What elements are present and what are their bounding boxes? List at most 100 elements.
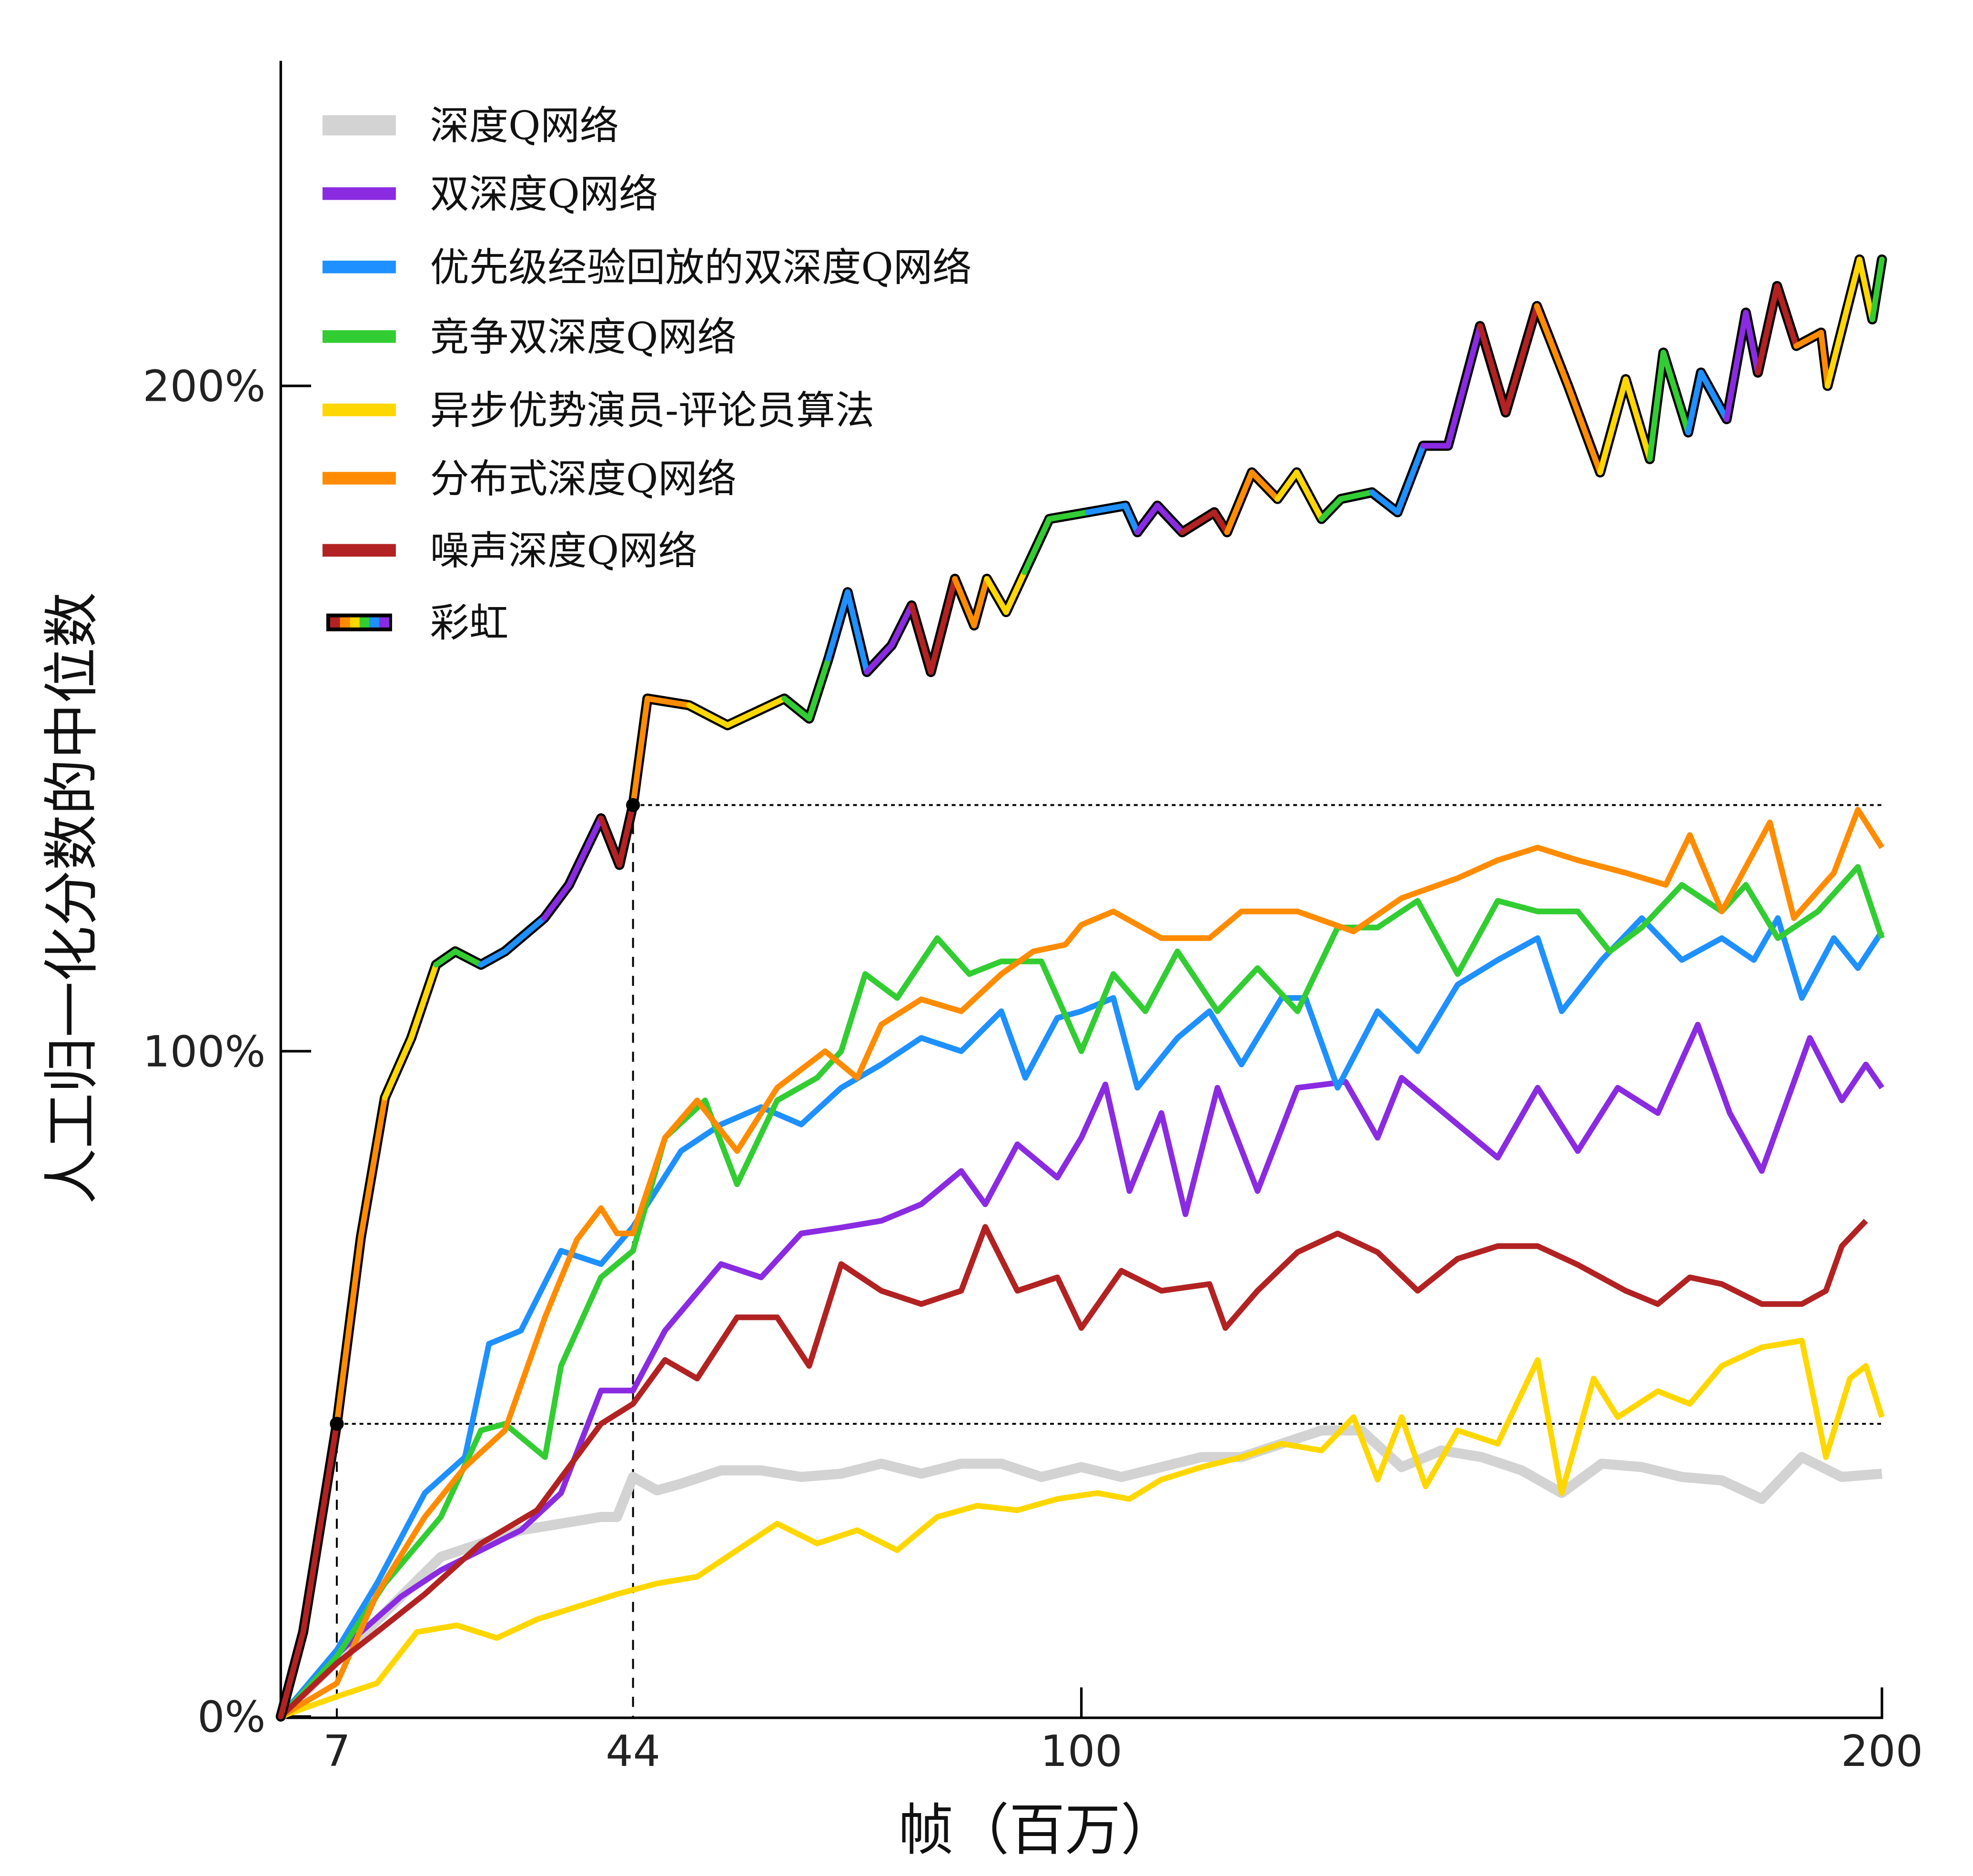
rainbow-line-segment [1046, 509, 1091, 522]
rainbow-line-segment [1179, 509, 1217, 535]
series-line-5 [279, 807, 1884, 1719]
rainbow-line-segment [644, 696, 692, 708]
rainbow-line-segment [1154, 503, 1185, 535]
rainbow-line-segment [502, 915, 547, 954]
rainbow-line-segment [1856, 256, 1875, 323]
rainbow-line-segment [1275, 469, 1300, 502]
rainbow-line-segment [1743, 310, 1761, 375]
rainbow-line-segment [1477, 323, 1509, 416]
rainbow-line-segment [1698, 369, 1730, 422]
rainbow-line-segment [408, 962, 439, 1041]
rainbow-line-segment [1774, 283, 1800, 349]
rainbow-line-segment [1723, 310, 1749, 422]
rainbow-line-segment [1565, 383, 1603, 476]
rainbow-line-segment [1022, 516, 1052, 575]
x-axis-title: 帧（百万） [898, 1798, 1176, 1863]
series-line-6 [279, 1218, 1868, 1719]
legend-label: 竞争双深度Q网络 [430, 314, 737, 360]
legend: 深度Q网络双深度Q网络优先级经验回放的双深度Q网络竞争双深度Q网络异步优势演员-… [322, 103, 972, 646]
rainbow-line-segment [452, 948, 484, 968]
series-line-0 [277, 1425, 1882, 1720]
rainbow-line-segment [781, 696, 812, 721]
rainbow-line-segment [1085, 503, 1128, 516]
rainbow-line-segment [278, 1629, 306, 1720]
rainbow-line-segment [1597, 376, 1629, 476]
rainbow-line-segment [984, 576, 1009, 615]
series-line-1 [278, 1022, 1884, 1719]
rainbow-line-segment [382, 1035, 415, 1101]
rainbow-line-segment [1249, 469, 1281, 502]
rainbow-line-segment [1294, 469, 1325, 522]
series-line-2 [278, 915, 1884, 1719]
legend-label: 优先级经验回放的双深度Q网络 [430, 245, 972, 290]
legend-swatch-2 [322, 261, 396, 274]
rainbow-line-segment [1755, 283, 1780, 375]
legend-swatch-3 [322, 330, 396, 343]
rainbow-line-segment [1503, 303, 1540, 416]
legend-label: 深度Q网络 [430, 103, 619, 149]
legend-swatch-rainbow-stripe [340, 617, 350, 628]
rainbow-line-segment [1123, 503, 1141, 535]
rainbow-line-segment [1647, 350, 1667, 462]
legend-label: 双深度Q网络 [430, 172, 658, 217]
legend-swatch-rainbow-stripe [330, 617, 340, 628]
series-line-4 [280, 1338, 1885, 1719]
legend-swatch-1 [322, 187, 396, 200]
y-tick-label: 200% [142, 362, 265, 412]
rainbow-line-segment [971, 576, 990, 629]
legend-swatch-rainbow-stripe [379, 617, 390, 628]
legend-swatch-6 [322, 544, 396, 557]
rainbow-line-segment [1793, 330, 1824, 349]
series-line-3 [278, 864, 1885, 1719]
x-tick-label: 7 [323, 1726, 350, 1776]
legend-swatch-0 [322, 115, 396, 136]
legend-swatch-rainbow-stripe [359, 617, 370, 628]
rainbow-line-segment [1660, 350, 1691, 436]
rainbow-line-segment [566, 815, 604, 888]
legend-swatch-5 [322, 472, 396, 485]
series-lines [275, 254, 1887, 1722]
rainbow-line-segment [909, 602, 934, 675]
y-axis-title: 人工归一化分数的中位数 [40, 592, 104, 1205]
rainbow-line-segment [1211, 509, 1230, 535]
rainbow-line-segment [1338, 489, 1375, 502]
x-tick-label: 200 [1841, 1726, 1923, 1776]
rainbow-line-segment [334, 1235, 364, 1427]
rainbow-line-segment [1824, 256, 1862, 389]
rainbow-line-segment [630, 696, 650, 808]
rainbow-line-segment [1224, 469, 1255, 535]
rainbow-line-segment [724, 696, 788, 728]
y-tick-label: 0% [197, 1692, 265, 1742]
rainbow-line-segment [433, 948, 458, 968]
x-tick-label: 100 [1040, 1726, 1122, 1776]
reference-point [626, 798, 640, 812]
legend-swatch-rainbow-stripe [350, 617, 360, 628]
reference-point [330, 1417, 344, 1431]
x-tick-label: 44 [606, 1726, 660, 1776]
legend-swatch-rainbow-stripe [369, 617, 380, 628]
reference-lines [335, 804, 1882, 1718]
y-tick-label: 100% [142, 1027, 265, 1077]
rainbow-line-segment [1623, 376, 1653, 462]
rainbow-line-segment [358, 1095, 388, 1241]
rainbow-line-segment [1534, 303, 1571, 389]
ticks: 7 44 100 200 0% 100% 200% [142, 362, 1923, 1776]
rainbow-line-segment [806, 656, 831, 721]
rainbow-line-segment [825, 589, 850, 662]
rainbow-line-segment [928, 576, 958, 675]
rainbow-line-segment [1869, 256, 1885, 323]
rainbow-line-segment [864, 642, 895, 675]
rainbow-line-segment [1685, 369, 1704, 436]
rainbow-line-segment [844, 589, 870, 675]
rainbow-line-segment [1395, 443, 1427, 516]
rainbow-line-segment [686, 702, 730, 728]
legend-label: 异步优势演员-评论员算法 [430, 388, 875, 433]
rainbow-line-segment [889, 602, 915, 649]
rainbow-line-segment [1369, 489, 1401, 516]
rainbow-line-segment [1318, 496, 1344, 522]
rainbow-line-segment [952, 576, 977, 629]
legend-label: 彩虹 [430, 600, 509, 646]
rainbow-line-segment [1134, 503, 1161, 535]
rainbow-line-segment [598, 815, 623, 868]
